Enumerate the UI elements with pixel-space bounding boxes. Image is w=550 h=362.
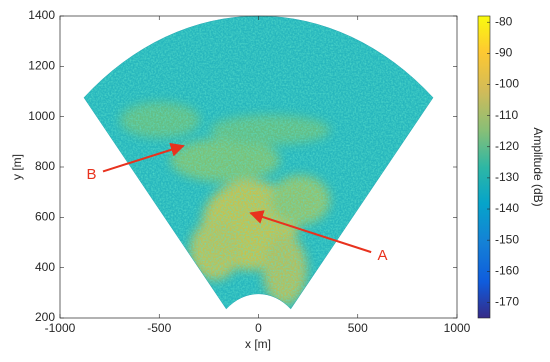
colorbar-tick-label: -140 xyxy=(495,201,519,215)
colorbar xyxy=(477,15,491,319)
x-tick-label: 1000 xyxy=(444,321,471,335)
y-tick-label: 800 xyxy=(35,159,55,173)
colorbar-tick-label: -110 xyxy=(495,108,518,122)
colorbar-tick-label: -90 xyxy=(495,46,513,60)
y-tick-label: 400 xyxy=(35,260,55,274)
x-tick-label: 500 xyxy=(348,321,368,335)
y-tick-label: 1000 xyxy=(28,109,55,123)
x-axis-label: x [m] xyxy=(245,337,271,351)
annotation-label: A xyxy=(378,247,388,264)
y-tick-label: 1400 xyxy=(28,8,55,22)
annotation-arrow xyxy=(102,143,185,173)
annotation-label: B xyxy=(87,166,97,183)
y-tick-label: 200 xyxy=(35,310,55,324)
fan-outline xyxy=(83,15,434,310)
x-tick-label: 0 xyxy=(255,321,262,335)
colorbar-tick-label: -150 xyxy=(495,232,519,246)
annotation-arrow xyxy=(249,210,372,254)
colorbar-tick-label: -80 xyxy=(495,14,513,28)
x-tick-label: -500 xyxy=(147,321,171,335)
colorbar-tick-label: -100 xyxy=(495,77,519,91)
colorbar-tick-label: -170 xyxy=(495,295,519,309)
y-tick-label: 600 xyxy=(35,210,55,224)
x-tick-label: -1000 xyxy=(45,321,76,335)
colorbar-label: Amplitude (dB) xyxy=(531,127,545,206)
y-axis-label: y [m] xyxy=(10,154,24,180)
colorbar-tick-label: -120 xyxy=(495,139,519,153)
y-tick-label: 1200 xyxy=(28,59,55,73)
colorbar-tick-label: -130 xyxy=(495,170,519,184)
colorbar-tick-label: -160 xyxy=(495,263,519,277)
